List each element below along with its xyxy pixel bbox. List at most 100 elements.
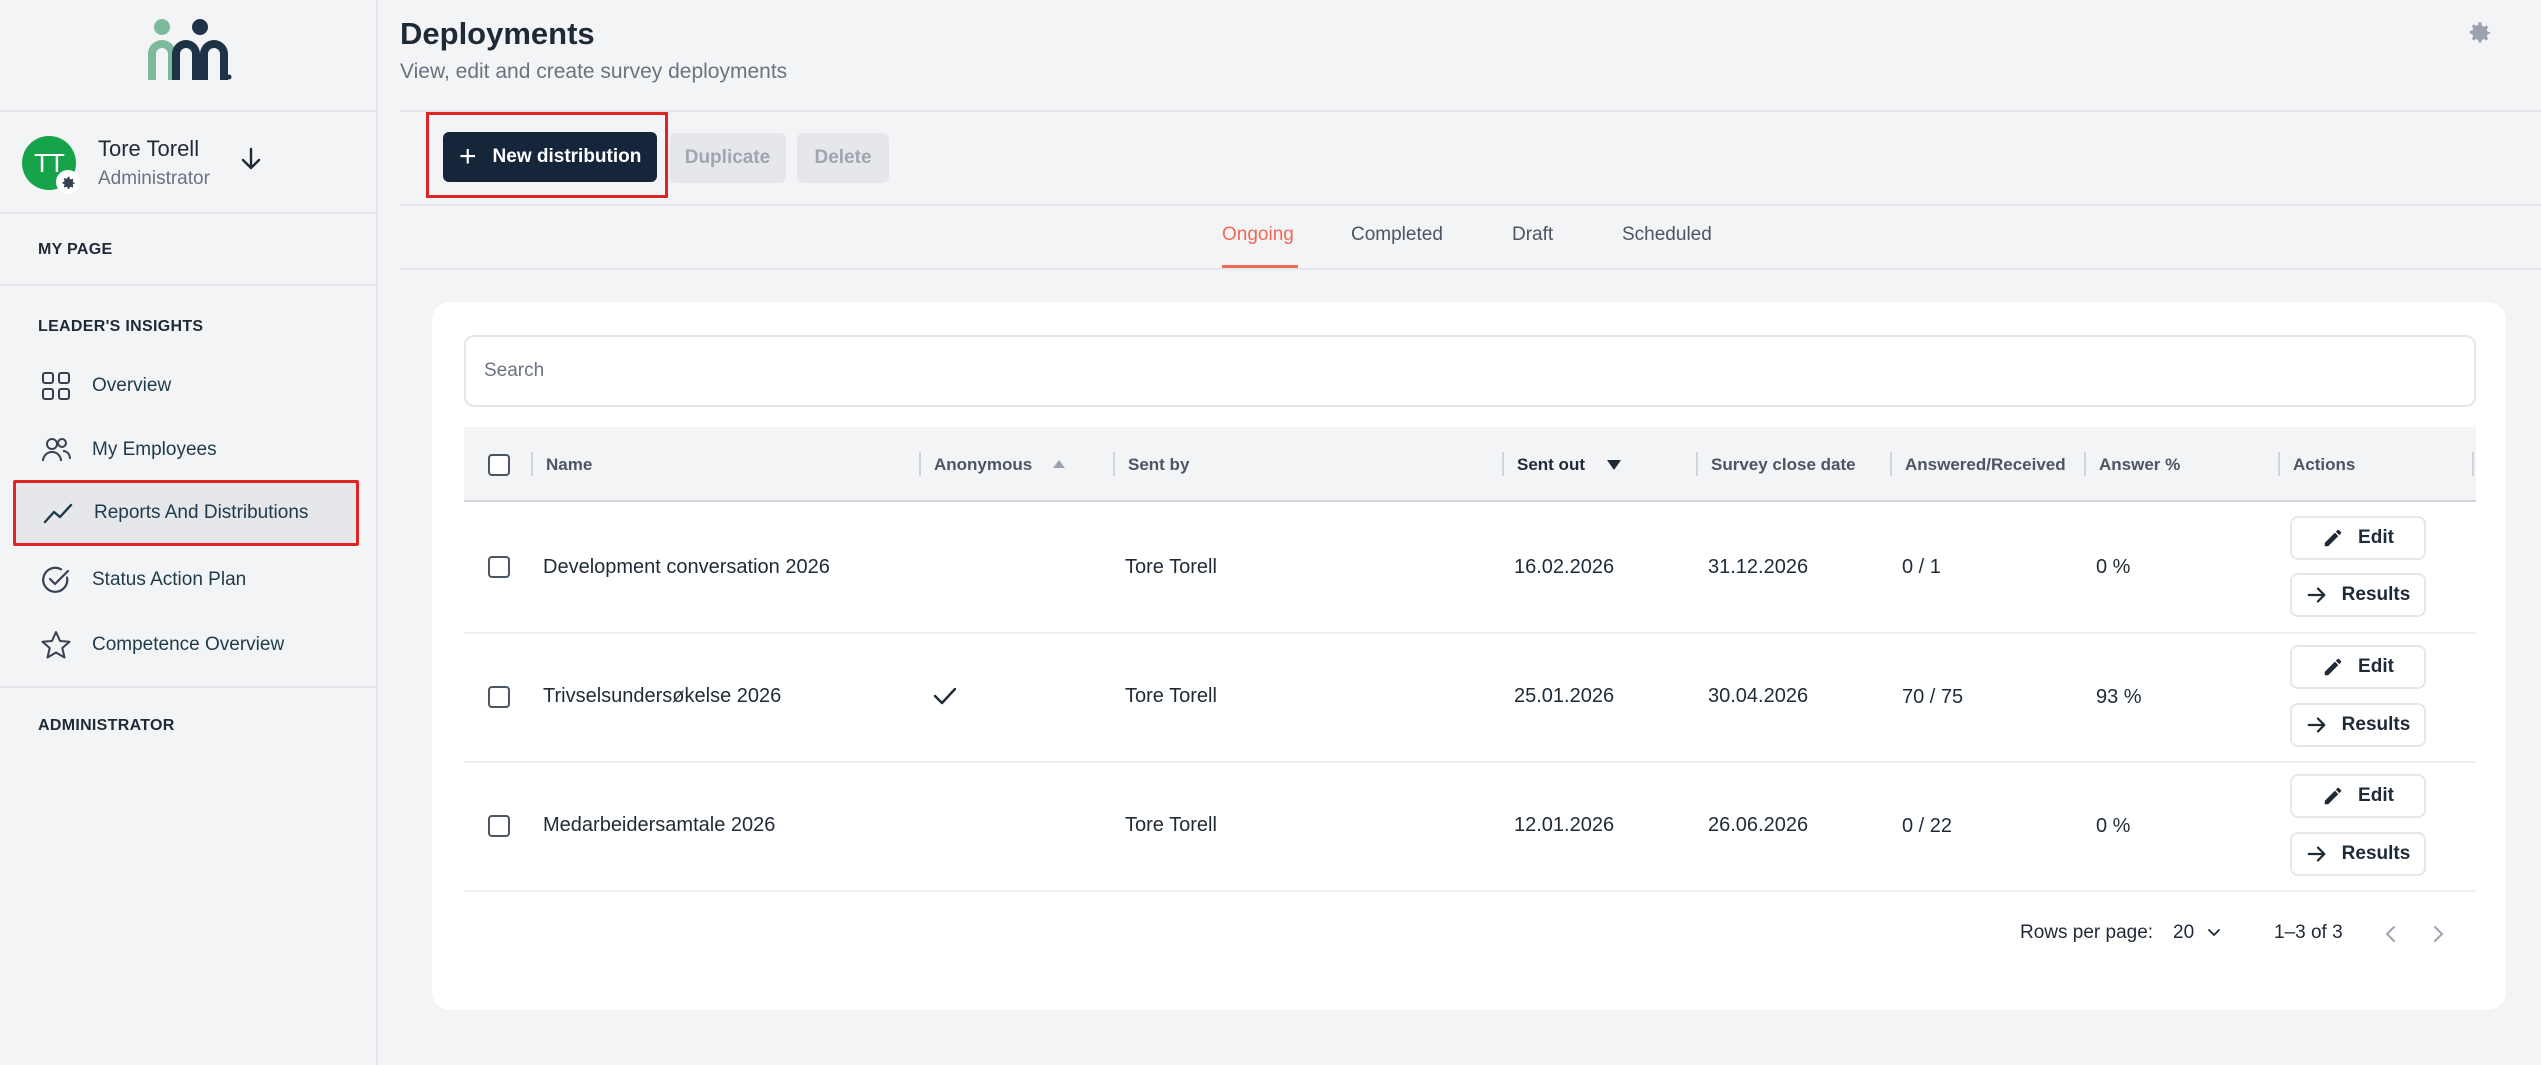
logo-area: [0, 0, 376, 112]
cell-sent-by: Tore Torell: [1125, 685, 1217, 707]
trend-line-icon: [42, 497, 74, 529]
pencil-icon: [2322, 527, 2344, 549]
sidebar-item-label: Reports And Distributions: [94, 502, 309, 523]
cell-name[interactable]: Development conversation 2026: [543, 556, 830, 578]
edit-button[interactable]: Edit: [2290, 774, 2426, 818]
edit-button[interactable]: Edit: [2290, 645, 2426, 689]
cell-answered: 0 / 1: [1902, 556, 1941, 578]
page-subtitle: View, edit and create survey deployments: [400, 60, 788, 83]
arrow-right-icon: [2306, 584, 2328, 606]
cell-name[interactable]: Trivselsundersøkelse 2026: [543, 685, 782, 707]
cell-answered: 70 / 75: [1902, 686, 1964, 708]
tab-scheduled[interactable]: Scheduled: [1622, 224, 1712, 245]
column-header-sent-out[interactable]: Sent out: [1517, 455, 1585, 474]
select-all-checkbox[interactable]: [488, 454, 510, 476]
chevron-down-icon: [2208, 929, 2221, 937]
duplicate-button[interactable]: Duplicate: [669, 133, 786, 183]
check-icon: [933, 687, 957, 705]
arrow-right-icon: [2306, 843, 2328, 865]
cell-close-date: 31.12.2026: [1708, 556, 1809, 578]
sidebar-item-label: Status Action Plan: [92, 569, 247, 590]
tab-completed[interactable]: Completed: [1351, 224, 1443, 245]
cell-sent-out: 25.01.2026: [1514, 685, 1615, 707]
sidebar-item-my-employees[interactable]: My Employees: [14, 418, 358, 482]
highlight-box: [426, 112, 668, 198]
divider: [400, 204, 2541, 206]
column-separator: [2084, 452, 2086, 476]
sort-asc-icon[interactable]: [1052, 459, 1066, 469]
table-header: [464, 427, 2476, 502]
cell-sent-by: Tore Torell: [1125, 556, 1217, 578]
row-checkbox[interactable]: [488, 815, 510, 837]
pagination-range: 1–3 of 3: [2274, 922, 2343, 943]
column-separator: [1502, 452, 1504, 476]
results-button[interactable]: Results: [2290, 832, 2426, 876]
plus-icon: +: [459, 140, 477, 173]
pencil-icon: [2322, 656, 2344, 678]
divider: [0, 686, 376, 688]
row-checkbox[interactable]: [488, 556, 510, 578]
sidebar-item-label: Competence Overview: [92, 634, 285, 655]
section-my-page[interactable]: MY PAGE: [38, 241, 113, 258]
users-icon: [40, 434, 72, 466]
arrow-down-icon[interactable]: [240, 146, 262, 172]
column-header-actions: Actions: [2293, 455, 2356, 474]
edit-button[interactable]: Edit: [2290, 516, 2426, 560]
cell-close-date: 26.06.2026: [1708, 814, 1809, 836]
column-separator: [2472, 452, 2474, 476]
search-input[interactable]: [464, 335, 2476, 407]
sidebar-item-reports-and-distributions[interactable]: Reports And Distributions: [13, 480, 359, 546]
user-profile[interactable]: TT Tore Torell Administrator: [0, 112, 376, 214]
cell-name[interactable]: Medarbeidersamtale 2026: [543, 814, 776, 836]
sidebar-item-status-action-plan[interactable]: Status Action Plan: [14, 548, 358, 612]
deployments-card: [432, 302, 2506, 1010]
row-divider: [464, 890, 2476, 892]
rows-per-page-select[interactable]: 20: [2173, 922, 2221, 944]
sidebar: TT Tore Torell Administrator MY PAGE LEA…: [0, 0, 378, 1065]
sidebar-item-competence-overview[interactable]: Competence Overview: [14, 613, 358, 677]
chevron-left-icon[interactable]: [2383, 924, 2399, 944]
sidebar-item-overview[interactable]: Overview: [14, 354, 358, 418]
column-separator: [2278, 452, 2280, 476]
column-separator: [1113, 452, 1115, 476]
section-leaders-insights: LEADER'S INSIGHTS: [38, 318, 204, 335]
tab-draft[interactable]: Draft: [1512, 224, 1554, 245]
column-separator: [1696, 452, 1698, 476]
row-divider: [464, 761, 2476, 763]
sort-desc-icon[interactable]: [1606, 459, 1622, 471]
column-header-anonymous[interactable]: Anonymous: [934, 455, 1033, 474]
column-header-survey-close-date[interactable]: Survey close date: [1711, 455, 1856, 474]
column-separator: [919, 452, 921, 476]
star-icon: [40, 629, 72, 661]
divider: [0, 284, 376, 286]
new-distribution-button[interactable]: + New distribution: [443, 132, 657, 182]
cell-answer-percent: 0 %: [2096, 556, 2131, 578]
results-button[interactable]: Results: [2290, 573, 2426, 617]
column-header-sent-by[interactable]: Sent by: [1128, 455, 1190, 474]
column-separator: [531, 452, 533, 476]
settings-gear-icon[interactable]: [2464, 16, 2494, 46]
column-separator: [1890, 452, 1892, 476]
pencil-icon: [2322, 785, 2344, 807]
grid-icon: [40, 370, 72, 402]
results-button[interactable]: Results: [2290, 703, 2426, 747]
logo-icon[interactable]: [148, 18, 232, 80]
divider: [400, 268, 2541, 270]
cell-sent-out: 16.02.2026: [1514, 556, 1615, 578]
arrow-right-icon: [2306, 714, 2328, 736]
column-header-answered-received[interactable]: Answered/Received: [1905, 455, 2066, 474]
rows-per-page-label: Rows per page:: [2020, 922, 2154, 943]
column-header-name[interactable]: Name: [546, 455, 593, 474]
row-checkbox[interactable]: [488, 686, 510, 708]
sidebar-item-label: My Employees: [92, 439, 217, 460]
chevron-right-icon[interactable]: [2430, 924, 2446, 944]
divider: [400, 110, 2541, 112]
sidebar-item-label: Overview: [92, 375, 172, 396]
column-header-answer-percent[interactable]: Answer %: [2099, 455, 2181, 474]
section-administrator[interactable]: ADMINISTRATOR: [38, 717, 175, 734]
cell-sent-by: Tore Torell: [1125, 814, 1217, 836]
delete-button[interactable]: Delete: [797, 133, 889, 183]
tab-ongoing[interactable]: Ongoing: [1222, 224, 1294, 245]
check-circle-icon: [40, 564, 72, 596]
user-name: Tore Torell: [98, 136, 200, 161]
